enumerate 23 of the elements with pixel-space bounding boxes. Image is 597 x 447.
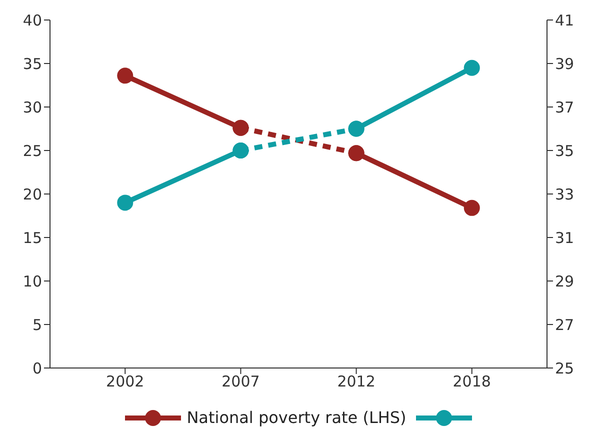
x-tick-label: 2018 — [452, 372, 491, 391]
y2-tick-label: 37 — [555, 98, 574, 116]
y2-tick-label: 35 — [555, 142, 574, 160]
y2-tick-label: 33 — [555, 185, 574, 204]
y2-tick-label: 29 — [555, 272, 574, 290]
y2-tick-label: 25 — [555, 359, 574, 378]
legend-label: National poverty rate (LHS) — [186, 408, 406, 427]
y-tick-label: 35 — [22, 54, 42, 73]
y-tick-label: 5 — [32, 316, 42, 334]
y-tick-label: 15 — [22, 228, 42, 247]
y-tick-label: 30 — [22, 98, 42, 116]
y2-tick-label: 39 — [555, 54, 574, 73]
y-tick-label: 10 — [22, 272, 42, 290]
y-tick-label: 20 — [22, 185, 42, 204]
y-tick-label: 25 — [22, 142, 42, 160]
x-tick-label: 2002 — [106, 372, 144, 391]
y2-tick-label: 41 — [555, 11, 574, 30]
x-tick-label: 2012 — [337, 372, 376, 391]
y-tick-label: 0 — [32, 359, 42, 378]
y2-tick-label: 31 — [555, 228, 574, 247]
y2-tick-label: 27 — [555, 316, 574, 334]
x-tick-label: 2007 — [222, 372, 260, 391]
y-tick-label: 40 — [22, 11, 42, 30]
